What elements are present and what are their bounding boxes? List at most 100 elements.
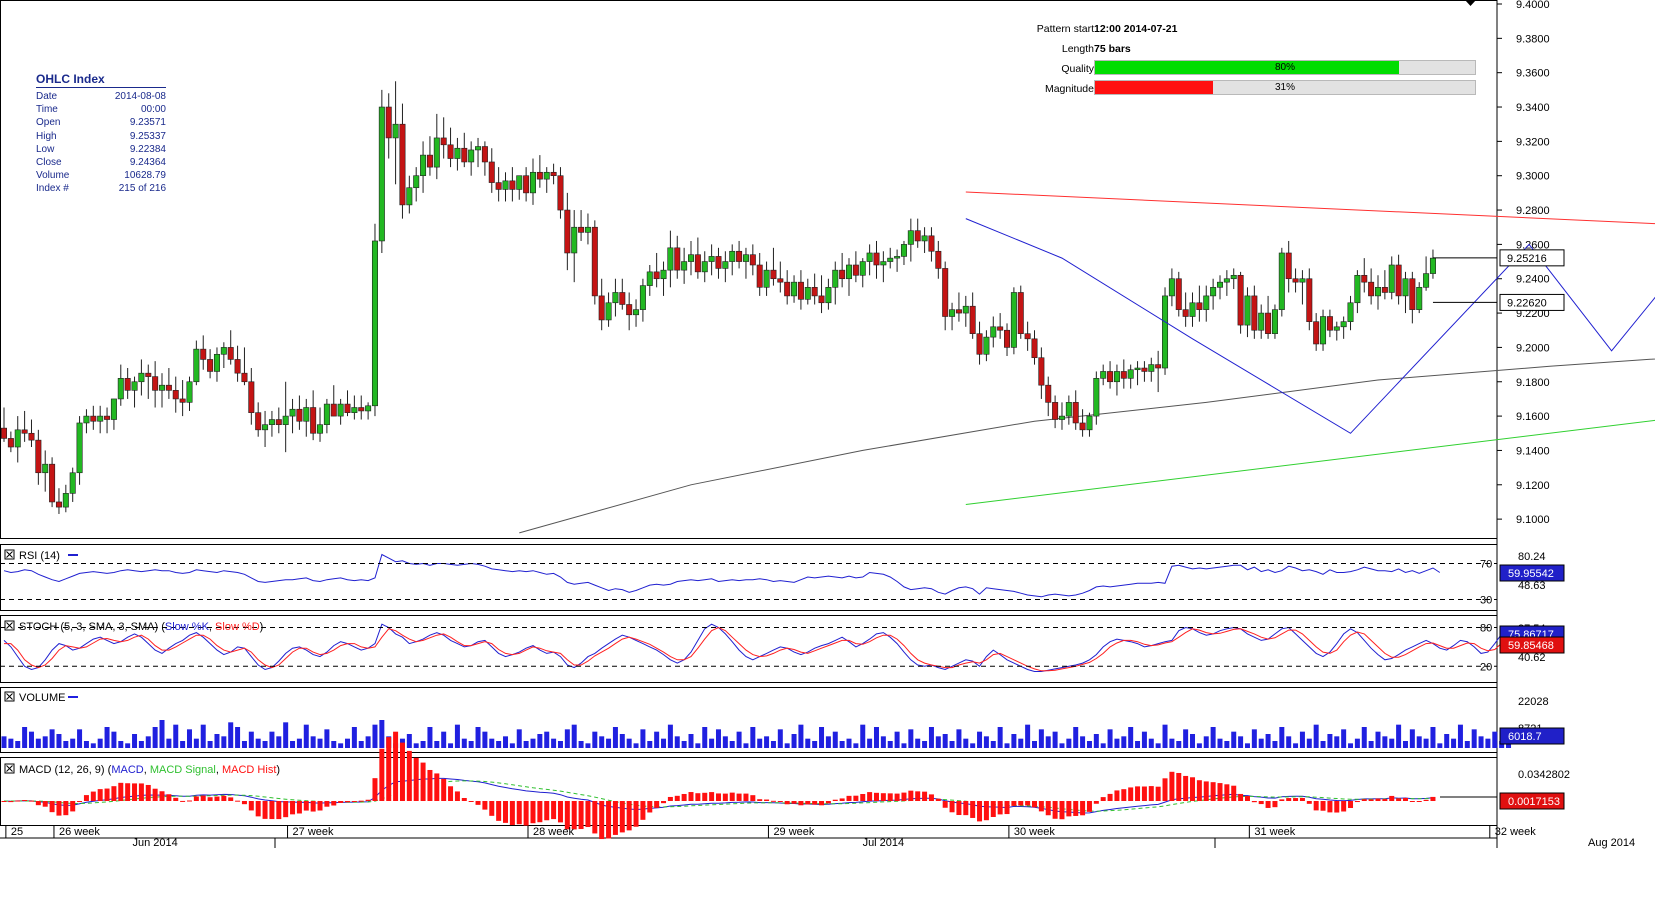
macd-hist-bar: [537, 801, 543, 823]
volume-current-value: 6018.7: [1508, 731, 1542, 743]
volume-bar: [832, 731, 838, 748]
volume-bar: [461, 738, 467, 748]
macd-hist-bar: [571, 801, 577, 830]
volume-bar: [1238, 736, 1244, 748]
volume-bar: [22, 727, 28, 748]
volume-bar: [1217, 738, 1223, 748]
magnitude-bar: 31%: [1094, 80, 1476, 95]
volume-bar: [805, 738, 811, 748]
volume-bar: [1471, 729, 1477, 748]
candle-up: [605, 302, 612, 321]
macd-hist-bar: [592, 801, 598, 834]
macd-hist-bar: [118, 782, 124, 801]
macd-hist-bar: [290, 801, 296, 815]
volume-bar: [454, 724, 460, 748]
candle-down: [1031, 338, 1038, 359]
volume-bar: [173, 724, 179, 748]
macd-axis-max: 0.0342802: [1518, 769, 1570, 781]
candle-up: [990, 326, 997, 338]
candle-up: [454, 147, 461, 159]
macd-hist-bar: [228, 797, 234, 801]
volume-bar: [42, 736, 48, 748]
volume-bar: [736, 731, 742, 748]
candle-down: [426, 154, 433, 168]
candle-up: [921, 235, 928, 242]
volume-bar: [1224, 741, 1230, 748]
price-tick-label: 9.1600: [1516, 411, 1550, 423]
pattern-length-label: Length: [1061, 43, 1094, 55]
macd-hist-bar: [104, 788, 110, 801]
volume-bar: [241, 741, 247, 748]
macd-hist-bar: [757, 799, 763, 801]
volume-bar: [283, 722, 289, 748]
macd-hist-bar: [1224, 784, 1230, 801]
macd-hist-bar: [1052, 801, 1058, 819]
macd-hist-bar: [606, 801, 612, 839]
volume-bar: [132, 734, 138, 748]
candle-down: [241, 372, 248, 383]
candle-down: [21, 429, 28, 434]
candle-down: [1107, 371, 1114, 383]
volume-bar: [159, 720, 165, 748]
candle-up: [1230, 274, 1237, 280]
candle-down: [1395, 264, 1402, 297]
candle-down: [1182, 309, 1189, 317]
macd-hist-bar: [1025, 801, 1031, 806]
candle-down: [28, 432, 35, 441]
candle-up: [633, 309, 640, 316]
macd-hist-bar: [255, 801, 261, 817]
volume-bar: [908, 729, 914, 748]
macd-hist-bar: [1, 801, 7, 802]
macd-hist-bar: [922, 791, 928, 801]
candle-up: [371, 240, 378, 407]
macd-hist-bar: [1430, 796, 1436, 801]
stoch-k-line: [3, 623, 1509, 672]
candle-up: [1429, 257, 1436, 274]
candle-up: [660, 269, 667, 280]
macd-hist-bar: [770, 800, 776, 802]
volume-bar: [358, 741, 364, 748]
volume-bar: [688, 734, 694, 748]
volume-bar: [413, 743, 419, 748]
macd-hist-bar: [1354, 801, 1360, 803]
macd-signal-line: [4, 780, 1434, 812]
volume-bar: [681, 741, 687, 748]
volume-bar: [372, 724, 378, 748]
candle-up: [337, 403, 344, 417]
volume-bar: [661, 738, 667, 748]
volume-bar: [441, 731, 447, 748]
ma-marker-label: 9.22620: [1507, 297, 1547, 309]
volume-bar: [640, 729, 646, 748]
pattern-quality-label: Quality: [1061, 63, 1094, 75]
macd-hist-bar: [997, 801, 1003, 815]
macd-hist-bar: [695, 793, 701, 801]
candle-up: [365, 405, 372, 412]
volume-bar: [1334, 736, 1340, 748]
volume-bar: [1258, 738, 1264, 748]
volume-bar: [922, 741, 928, 748]
volume-bar: [475, 727, 481, 748]
volume-bar: [537, 734, 543, 748]
volume-bar: [1018, 738, 1024, 748]
volume-bar: [379, 720, 385, 748]
candle-down: [1141, 367, 1148, 372]
macd-hist-bar: [22, 800, 28, 802]
candle-down: [756, 264, 763, 288]
volume-bar: [709, 738, 715, 748]
macd-hist-bar: [1299, 797, 1305, 801]
macd-hist-bar: [173, 797, 179, 801]
candle-down: [997, 326, 1004, 331]
candle-up: [949, 309, 956, 317]
week-label: 29 week: [773, 826, 814, 838]
macd-hist-bar: [784, 801, 790, 805]
macd-hist-bar: [393, 731, 399, 801]
candle-down: [969, 305, 976, 334]
macd-hist-bar: [1011, 801, 1017, 806]
volume-bar: [97, 738, 103, 748]
volume-bar: [1059, 743, 1065, 748]
pattern-magnitude-label: Magnitude: [1044, 83, 1094, 95]
macd-hist-bar: [303, 801, 309, 811]
macd-hist-bar: [1141, 786, 1147, 801]
volume-bar: [825, 736, 831, 748]
candle-up: [42, 463, 49, 474]
